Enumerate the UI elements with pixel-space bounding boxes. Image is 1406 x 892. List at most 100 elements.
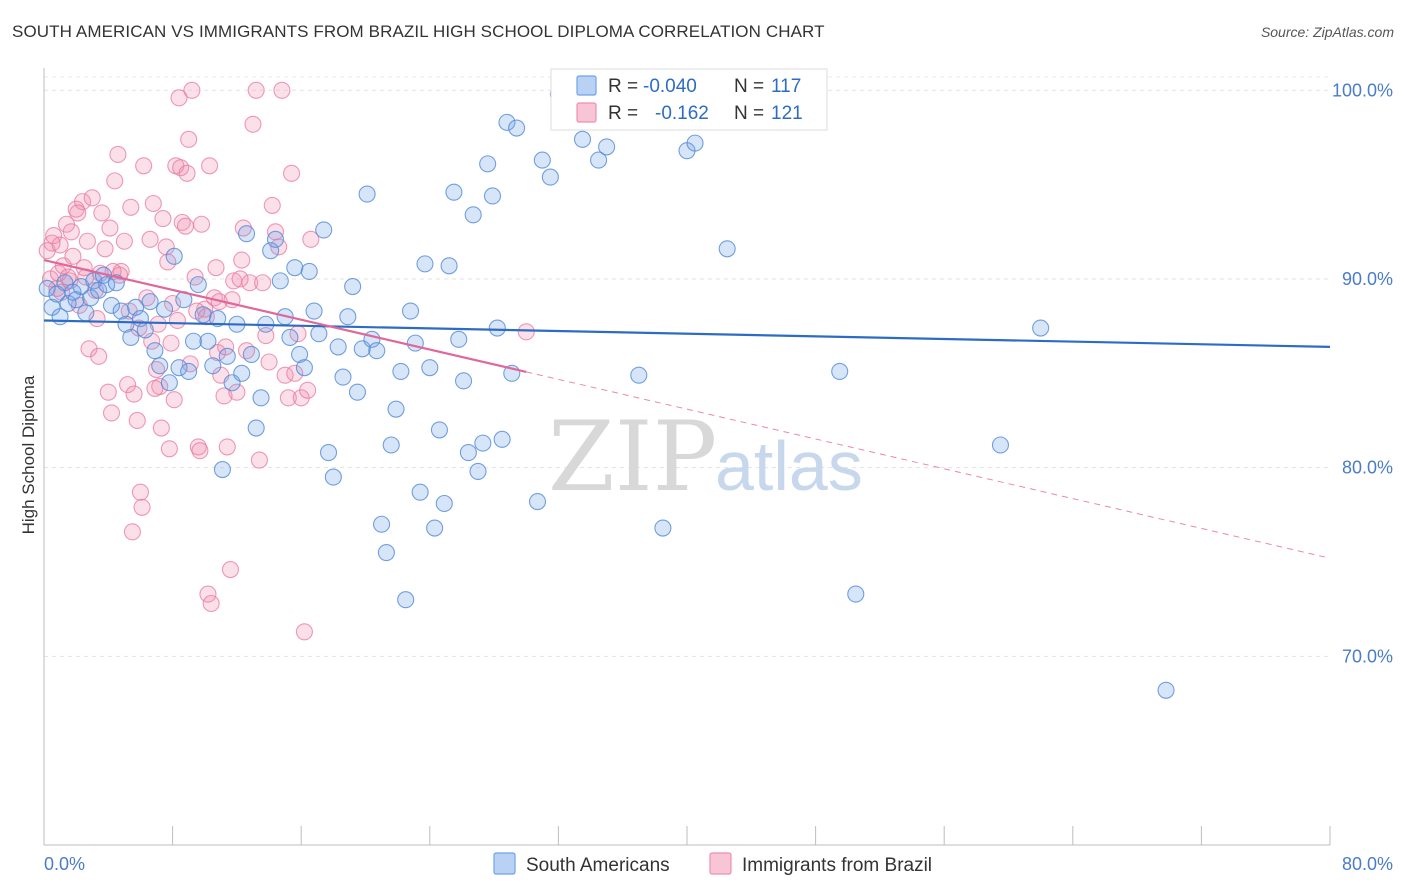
south-americans-point	[213, 460, 231, 479]
south-americans-point	[387, 400, 405, 418]
brazil-point	[286, 364, 304, 382]
brazil-point	[260, 353, 278, 371]
south-americans-point	[1157, 681, 1175, 699]
legend-r-value-2: -0.162	[655, 103, 709, 124]
brazil-point	[146, 379, 164, 397]
south-americans-point	[348, 383, 367, 401]
brazil-point	[283, 164, 301, 182]
legend-r-value-1: -0.040	[643, 76, 697, 97]
legend-n-label-2: N =	[734, 103, 764, 124]
brazil-point	[191, 442, 209, 460]
south-americans-point	[528, 493, 547, 511]
south-americans-point	[305, 302, 323, 320]
brazil-point	[102, 404, 121, 422]
watermark-zip: ZIP	[548, 401, 717, 513]
south-americans-point	[160, 374, 178, 392]
south-americans-point	[38, 279, 56, 297]
south-americans-point	[252, 389, 270, 407]
brazil-point	[101, 219, 119, 237]
brazil-point	[96, 240, 114, 258]
south-americans-point	[411, 483, 429, 501]
legend-r-label-1: R =	[608, 76, 638, 97]
south-americans-point	[479, 155, 497, 173]
south-americans-point	[339, 308, 357, 326]
south-americans-point	[141, 293, 159, 311]
south-americans-point	[421, 359, 439, 377]
south-americans-point	[324, 468, 342, 486]
south-americans-point	[165, 247, 183, 265]
brazil-point	[83, 189, 101, 207]
south-americans-point	[151, 357, 169, 375]
brazil-point	[128, 411, 146, 430]
brazil-point	[159, 253, 177, 271]
south-americans-point	[102, 296, 121, 314]
brazil-point	[165, 391, 183, 409]
chart-title: SOUTH AMERICAN VS IMMIGRANTS FROM BRAZIL…	[12, 22, 825, 41]
south-americans-point	[189, 276, 207, 294]
brazil-point	[202, 594, 220, 613]
south-americans-point	[180, 362, 198, 380]
south-americans-point	[498, 113, 516, 131]
brazil-point	[106, 172, 124, 190]
brazil-point	[201, 157, 219, 175]
brazil-point	[168, 311, 186, 330]
south-americans-point	[686, 134, 704, 152]
south-americans-point	[440, 257, 458, 275]
brazil-point	[192, 215, 211, 233]
brazil-point	[180, 130, 198, 148]
south-americans-point	[435, 494, 453, 513]
brazil-point	[299, 381, 317, 399]
brazil-point	[93, 204, 111, 222]
south-americans-point	[406, 334, 424, 352]
south-americans-point	[122, 328, 140, 347]
trend-line-brazil-dashed	[526, 371, 1331, 559]
south-americans-point	[831, 362, 849, 380]
x-tick-label-max: 80.0%	[1342, 854, 1393, 874]
south-americans-point	[847, 585, 865, 603]
south-americans-point	[218, 347, 236, 365]
south-americans-point	[310, 325, 328, 343]
trend-line-south-americans	[43, 319, 1331, 348]
south-americans-point	[170, 359, 188, 377]
brazil-point	[231, 270, 249, 288]
south-americans-point	[247, 419, 265, 437]
south-americans-point	[474, 434, 492, 452]
bottom-legend-swatch-south-americans	[493, 852, 516, 875]
south-americans-point	[493, 430, 511, 448]
south-americans-point	[319, 444, 338, 462]
brazil-point	[170, 89, 188, 107]
south-americans-point	[209, 310, 227, 328]
south-americans-point	[377, 544, 395, 562]
brazil-point	[199, 585, 217, 603]
trend-lines	[43, 259, 1331, 559]
brazil-point	[64, 247, 82, 265]
brazil-point	[74, 193, 92, 211]
south-americans-point	[184, 332, 203, 350]
south-americans-point	[718, 240, 736, 258]
south-americans-point	[1032, 319, 1050, 337]
south-americans-point	[401, 302, 420, 320]
brazil-point	[162, 334, 180, 352]
south-americans-point	[358, 185, 376, 203]
legend-n-value-1: 117	[771, 76, 801, 97]
brazil-point	[233, 251, 251, 269]
series-immigrants-from-brazil	[38, 81, 535, 641]
brazil-point	[122, 198, 140, 216]
y-axis-label: High School Diploma	[19, 375, 38, 534]
south-americans-point	[630, 366, 648, 384]
south-americans-point	[204, 357, 222, 375]
brazil-point	[135, 157, 153, 175]
legend-swatch-south-americans	[576, 75, 597, 96]
south-americans-point	[392, 362, 410, 380]
south-americans-point	[315, 221, 333, 239]
south-americans-point	[483, 187, 502, 205]
brazil-point	[152, 419, 170, 437]
brazil-point	[176, 217, 195, 235]
brazil-point	[109, 145, 127, 164]
brazil-point	[218, 438, 236, 456]
south-americans-point	[271, 272, 289, 290]
south-americans-point	[286, 259, 304, 277]
south-americans-point	[291, 345, 309, 363]
south-americans-point	[541, 168, 559, 186]
